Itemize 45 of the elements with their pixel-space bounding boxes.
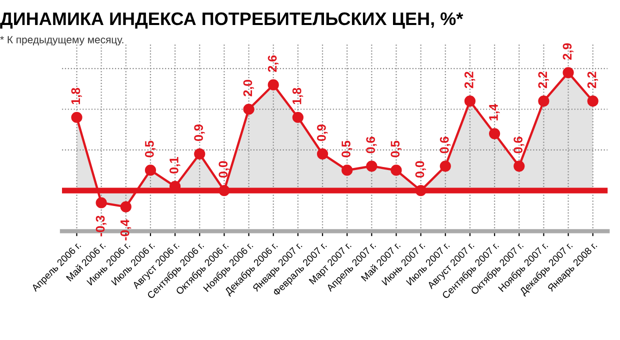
data-label: 2,2	[587, 72, 598, 88]
data-label: -0,4	[120, 219, 132, 240]
point	[538, 96, 550, 107]
data-label: 0,9	[317, 124, 328, 141]
point	[415, 184, 426, 196]
point	[390, 164, 402, 176]
data-label: 2,6	[268, 55, 279, 72]
data-label: 1,8	[71, 88, 82, 104]
chart-title: ДИНАМИКА ИНДЕКСА ПОТРЕБИТЕЛЬСКИХ ЦЕН, %*	[0, 12, 464, 29]
data-label: 0,5	[342, 140, 352, 158]
data-label: 2,2	[538, 72, 549, 88]
data-label: 0,1	[170, 156, 180, 174]
point	[218, 184, 230, 196]
point	[587, 96, 598, 107]
point	[194, 148, 206, 160]
data-label: 2,9	[562, 43, 574, 60]
point	[243, 104, 254, 115]
data-label: 0,9	[194, 124, 205, 141]
point	[144, 164, 156, 176]
data-label: 0,5	[144, 140, 156, 158]
point	[562, 67, 574, 78]
data-label: 0,6	[366, 136, 377, 154]
data-label: 2,0	[243, 80, 254, 96]
data-label: -0,3	[96, 216, 106, 236]
point	[96, 197, 107, 208]
point	[464, 96, 476, 107]
point	[71, 112, 82, 123]
chart-subtitle: * К предыдущему месяцу.	[0, 36, 124, 46]
point	[268, 79, 279, 90]
point	[366, 160, 378, 172]
data-label: 0,0	[415, 161, 426, 178]
data-label: 0,0	[218, 161, 230, 178]
data-label: 1,4	[489, 104, 500, 120]
point	[292, 112, 304, 123]
point	[514, 160, 525, 172]
data-label: 0,6	[440, 136, 451, 154]
data-label: 2,2	[464, 72, 476, 88]
point	[342, 164, 353, 176]
data-label: 0,6	[514, 136, 524, 154]
point	[120, 201, 132, 212]
point	[440, 160, 451, 172]
point	[316, 148, 328, 160]
data-label: 0,5	[390, 140, 402, 158]
data-label: 1,8	[292, 88, 304, 104]
point	[488, 128, 500, 140]
